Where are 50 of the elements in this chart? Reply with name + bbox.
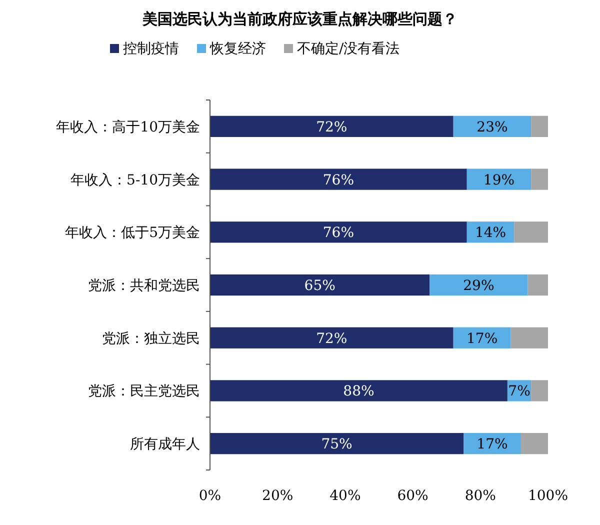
data-label: 65% (304, 278, 336, 294)
data-label: 76% (322, 172, 354, 188)
legend-label: 恢复经济 (209, 41, 266, 57)
legend-label: 不确定/没有看法 (297, 41, 400, 57)
data-label: 75% (321, 436, 352, 453)
bar (466, 168, 532, 190)
y-tick-label: 年收入：高于10万美金 (56, 119, 200, 136)
data-label: 14% (474, 225, 506, 242)
x-tick-label: 60% (397, 488, 428, 504)
data-label: 72% (316, 119, 348, 136)
bar (210, 380, 508, 402)
chart-title: 美国选民认为当前政府应该重点解决哪些问题？ (142, 10, 458, 28)
y-tick-label: 党派：民主党选民 (88, 384, 200, 400)
bar (210, 116, 454, 137)
bar (210, 168, 467, 190)
x-tick-label: 0% (198, 488, 222, 504)
bar (210, 222, 467, 243)
legend-label: 控制疫情 (123, 41, 179, 57)
x-tick-label: 20% (262, 488, 294, 504)
bar (210, 327, 454, 348)
data-label: 76% (322, 225, 354, 242)
y-tick-label: 年收入：5-10万美金 (70, 172, 200, 188)
y-tick-label: 所有成年人 (130, 436, 200, 453)
bar (520, 433, 548, 454)
bar (514, 222, 548, 243)
bar (528, 274, 548, 296)
data-label: 17% (466, 330, 498, 347)
data-label: 72% (316, 330, 348, 347)
x-tick-label: 80% (464, 488, 496, 504)
bar (531, 380, 548, 402)
x-tick-label: 40% (330, 488, 361, 504)
bar (453, 116, 532, 137)
bar (531, 116, 548, 137)
x-tick-label: 100% (528, 488, 568, 504)
data-label: 19% (483, 172, 515, 188)
bar (210, 274, 430, 296)
data-label: 7% (508, 384, 530, 400)
data-label: 29% (463, 278, 494, 294)
data-label: 17% (476, 436, 508, 453)
bar (510, 327, 548, 348)
y-tick-label: 年收入：低于5万美金 (65, 225, 200, 242)
data-label: 23% (476, 119, 508, 136)
bar (531, 168, 548, 190)
y-tick-label: 党派：共和党选民 (88, 278, 200, 294)
y-tick-label: 党派：独立选民 (102, 330, 200, 347)
bar (430, 274, 528, 296)
data-label: 88% (343, 384, 374, 400)
bar (210, 433, 464, 454)
bar (453, 327, 511, 348)
bar (464, 433, 521, 454)
